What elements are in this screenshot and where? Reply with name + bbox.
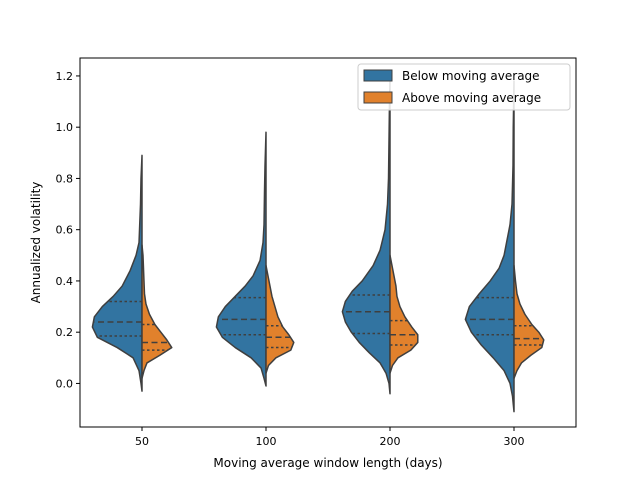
- y-tick-label: 0.2: [56, 326, 74, 339]
- violin-above-200: [389, 254, 419, 374]
- x-tick-label: 100: [256, 435, 277, 448]
- legend-swatch: [363, 69, 393, 82]
- legend-swatch: [363, 91, 393, 104]
- x-tick-label: 300: [504, 435, 525, 448]
- violin-above-50: [141, 244, 173, 380]
- violin-above-300: [513, 264, 545, 380]
- y-tick-label: 1.2: [56, 70, 74, 83]
- violin-above-100: [265, 264, 295, 374]
- violin-below-100: [215, 131, 267, 387]
- y-axis-label: Annualized volatility: [29, 182, 43, 304]
- y-tick-label: 0.6: [56, 224, 74, 237]
- x-tick-label: 200: [380, 435, 401, 448]
- violins-layer: [91, 80, 545, 413]
- violin-below-300: [464, 80, 515, 413]
- y-tick-label: 0.0: [56, 377, 74, 390]
- plot-frame: [79, 57, 577, 428]
- x-tick-label: 50: [135, 435, 149, 448]
- y-tick-label: 0.4: [56, 275, 74, 288]
- legend-label: Above moving average: [402, 91, 541, 105]
- legend-box: [357, 63, 571, 111]
- violin-below-200: [341, 80, 391, 395]
- x-axis-label: Moving average window length (days): [213, 456, 442, 470]
- violin-below-50: [91, 154, 143, 392]
- legend: Below moving average Above moving average: [357, 63, 571, 111]
- y-axis: 0.0 0.2 0.4 0.6 0.8 1.0 1.2: [56, 70, 80, 390]
- x-axis: 50 100 200 300: [135, 427, 525, 448]
- legend-label: Below moving average: [402, 69, 540, 83]
- y-tick-label: 0.8: [56, 172, 74, 185]
- y-tick-label: 1.0: [56, 121, 74, 134]
